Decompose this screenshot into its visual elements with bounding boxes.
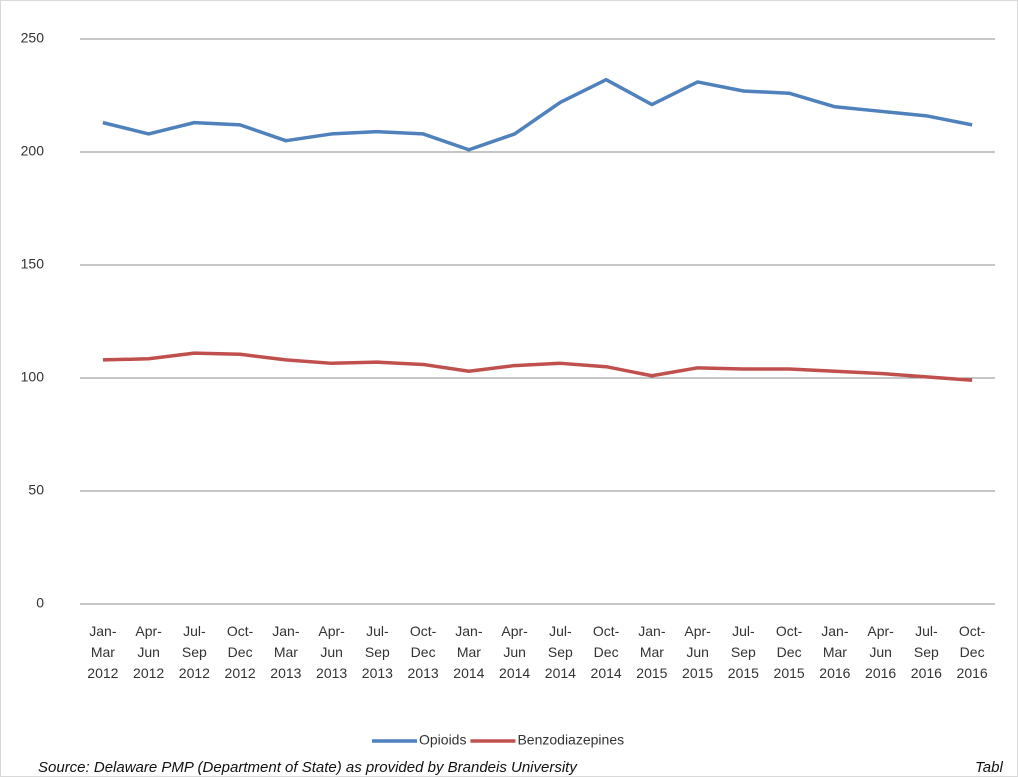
x-tick-label: Oct-Dec 2015 bbox=[774, 623, 805, 681]
x-tick-label: Jan-Mar 2016 bbox=[819, 623, 850, 681]
x-tick-label: Jul-Sep 2016 bbox=[911, 623, 942, 681]
legend-label: Opioids bbox=[419, 732, 466, 748]
legend-label: Benzodiazepines bbox=[517, 732, 624, 748]
y-tick-label: 150 bbox=[21, 256, 45, 272]
y-tick-label: 100 bbox=[21, 369, 45, 385]
y-tick-label: 50 bbox=[28, 482, 44, 498]
source-note: Source: Delaware PMP (Department of Stat… bbox=[38, 759, 578, 776]
x-tick-label: Oct-Dec 2012 bbox=[225, 623, 256, 681]
x-tick-label: Jul-Sep 2012 bbox=[179, 623, 210, 681]
x-tick-label: Oct-Dec 2014 bbox=[591, 623, 622, 681]
x-tick-label: Jul-Sep 2013 bbox=[362, 623, 393, 681]
x-tick-label: Oct-Dec 2013 bbox=[408, 623, 439, 681]
x-tick-label: Apr-Jun 2016 bbox=[865, 623, 896, 681]
x-tick-label: Jan-Mar 2012 bbox=[87, 623, 118, 681]
y-tick-label: 200 bbox=[21, 143, 45, 159]
x-tick-label: Oct-Dec 2016 bbox=[957, 623, 988, 681]
x-tick-label: Jan-Mar 2014 bbox=[453, 623, 484, 681]
x-tick-label: Jul-Sep 2014 bbox=[545, 623, 576, 681]
x-tick-label: Jan-Mar 2013 bbox=[270, 623, 301, 681]
x-tick-label: Apr-Jun 2015 bbox=[682, 623, 713, 681]
x-tick-label: Apr-Jun 2012 bbox=[133, 623, 164, 681]
y-tick-label: 0 bbox=[36, 595, 44, 611]
y-tick-label: 250 bbox=[21, 30, 45, 46]
x-tick-label: Jan-Mar 2015 bbox=[636, 623, 667, 681]
table-note: Tabl bbox=[975, 759, 1003, 776]
series-line bbox=[102, 351, 973, 383]
x-tick-label: Apr-Jun 2013 bbox=[316, 623, 347, 681]
x-tick-label: Apr-Jun 2014 bbox=[499, 623, 530, 681]
x-tick-label: Jul-Sep 2015 bbox=[728, 623, 759, 681]
series-line bbox=[102, 77, 973, 152]
